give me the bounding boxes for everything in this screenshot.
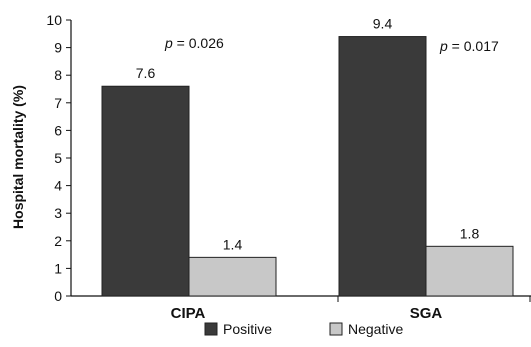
legend-label: Positive: [223, 321, 272, 337]
legend: Positive Negative: [204, 321, 403, 337]
x-tick-label: CIPA: [171, 305, 206, 322]
legend-swatch-negative: [329, 322, 343, 336]
bar-negative-cipa: [188, 256, 277, 297]
y-tick-label: 1: [54, 260, 62, 276]
bar-positive-sga: [338, 36, 427, 297]
y-tick-label: 3: [54, 205, 62, 221]
x-tick-label: SGA: [410, 305, 443, 322]
y-tick-label: 10: [46, 12, 62, 28]
p-value-annotation: p = 0.017: [439, 38, 499, 54]
y-tick-label: 2: [54, 233, 62, 249]
data-label: 7.6: [136, 65, 156, 81]
data-label: 9.4: [373, 16, 393, 32]
bar-negative-sga: [425, 245, 514, 297]
p-value-annotation: p = 0.026: [164, 35, 224, 51]
y-tick-label: 4: [54, 178, 62, 194]
y-tick-label: 7: [54, 95, 62, 111]
legend-label: Negative: [348, 321, 403, 337]
y-tick-label: 8: [54, 67, 62, 83]
y-tick-label: 5: [54, 150, 62, 166]
y-tick-label: 6: [54, 122, 62, 138]
y-axis-label: Hospital mortality (%): [10, 85, 26, 229]
y-tick-label: 9: [54, 40, 62, 56]
data-label: 1.4: [223, 236, 243, 252]
data-label: 1.8: [460, 225, 480, 241]
y-tick-label: 0: [54, 288, 62, 304]
legend-swatch-positive: [204, 322, 218, 336]
bars: 7.6 9.4 1.4 1.8 p = 0.026 p = 0.017: [101, 16, 514, 297]
bar-positive-cipa: [101, 85, 190, 297]
